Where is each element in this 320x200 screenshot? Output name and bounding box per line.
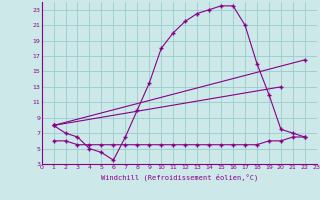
X-axis label: Windchill (Refroidissement éolien,°C): Windchill (Refroidissement éolien,°C): [100, 173, 258, 181]
